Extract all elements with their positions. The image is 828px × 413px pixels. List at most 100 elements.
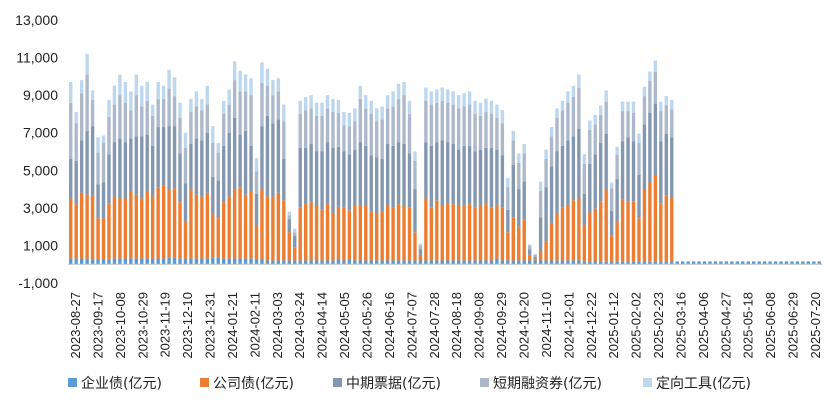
bar-segment-scp — [298, 113, 302, 148]
bar-segment-mtn — [172, 126, 177, 189]
bar-segment-mtn — [582, 193, 587, 226]
bar-segment-enterprise — [708, 261, 712, 265]
bar-segment-scp — [659, 111, 663, 142]
bar-segment-company — [517, 226, 521, 261]
bar-segment-scp — [172, 96, 177, 127]
bar-segment-enterprise — [473, 260, 477, 265]
bar-segment-company — [642, 190, 647, 262]
bar-segment-enterprise — [189, 258, 193, 265]
bar-segment-company — [320, 209, 324, 261]
bar-segment-mtn — [473, 151, 477, 208]
x-tick-label: 2023-12-10 — [180, 292, 195, 359]
bar-segment-company — [172, 188, 177, 258]
bar-segment-company — [478, 205, 483, 261]
bar-segment-mtn — [85, 130, 89, 195]
bar-segment-dpi — [653, 60, 658, 72]
legend-label: 中期票据(亿元) — [346, 376, 441, 392]
bar-segment-dpi — [314, 102, 319, 116]
bar-segment-enterprise — [500, 260, 505, 265]
bar-segment-dpi — [293, 228, 297, 233]
bar-segment-company — [538, 251, 543, 261]
bar-segment-enterprise — [566, 260, 570, 265]
y-tick-label: 13,000 — [15, 12, 58, 28]
bar-segment-company — [506, 232, 510, 261]
bar-segment-scp — [336, 112, 341, 147]
bar-segment-scp — [161, 98, 166, 128]
bar-segment-company — [314, 205, 319, 261]
bar-segment-enterprise — [582, 261, 587, 265]
bar-segment-dpi — [648, 71, 652, 82]
bar-segment-dpi — [325, 95, 330, 109]
x-tick-label: 2025-03-16 — [673, 292, 688, 359]
bar-segment-company — [134, 194, 138, 259]
bar-segment-enterprise — [620, 261, 625, 265]
bar-segment-dpi — [473, 100, 477, 114]
bar-segment-enterprise — [664, 261, 668, 265]
bar-segment-dpi — [369, 100, 373, 114]
bar-segment-mtn — [380, 159, 384, 212]
bar-segment-scp — [549, 136, 554, 167]
bar-segment-scp — [637, 143, 641, 175]
bar-segment-mtn — [232, 117, 237, 190]
bar-segment-enterprise — [675, 261, 679, 265]
bar-segment-company — [467, 204, 472, 261]
bar-segment-dpi — [435, 89, 439, 103]
bar-segment-mtn — [593, 154, 597, 209]
bar-segment-scp — [626, 111, 630, 138]
bar-segment-enterprise — [298, 260, 302, 265]
bar-segment-company — [325, 204, 330, 261]
bar-segment-dpi — [112, 85, 117, 105]
bar-segment-company — [396, 204, 401, 261]
bar-segment-dpi — [495, 104, 499, 118]
bar-segment-dpi — [396, 83, 401, 99]
bar-segment-scp — [375, 121, 379, 158]
bar-segment-scp — [648, 81, 652, 113]
bar-segment-company — [380, 211, 384, 261]
bar-segment-enterprise — [325, 260, 330, 265]
y-tick-label: 11,000 — [16, 50, 58, 66]
bar-segment-company — [462, 205, 466, 261]
bar-segment-dpi — [511, 130, 515, 141]
bar-segment-company — [364, 205, 368, 261]
bar-segment-enterprise — [435, 260, 439, 265]
x-tick-label: 2024-08-18 — [449, 292, 464, 359]
bar-segment-enterprise — [238, 258, 242, 265]
bar-segment-scp — [118, 95, 122, 139]
bar-segment-mtn — [211, 176, 215, 215]
y-tick-label: 9,000 — [23, 87, 58, 103]
bar-segment-enterprise — [626, 261, 630, 265]
bar-segment-mtn — [309, 143, 313, 203]
bar-segment-enterprise — [615, 261, 619, 265]
bar-segment-company — [145, 190, 149, 259]
bar-segment-enterprise — [790, 261, 794, 265]
bar-segment-dpi — [440, 87, 444, 101]
bar-segment-scp — [560, 110, 565, 146]
x-tick-label: 2024-04-14 — [315, 292, 330, 359]
bar-segment-enterprise — [375, 260, 379, 265]
bar-segment-enterprise — [150, 258, 155, 265]
x-tick-label: 2024-02-11 — [247, 292, 262, 358]
bar-segment-company — [489, 207, 494, 261]
bar-segment-company — [194, 194, 199, 259]
bar-segment-enterprise — [817, 261, 821, 265]
bar-segment-dpi — [194, 91, 199, 107]
bar-segment-company — [385, 205, 390, 261]
bar-segment-company — [74, 204, 78, 259]
bar-segment-scp — [588, 129, 592, 164]
bar-segment-scp — [238, 91, 242, 135]
bar-segment-mtn — [282, 159, 286, 201]
bar-segment-dpi — [500, 110, 505, 124]
bar-segment-mtn — [342, 151, 346, 208]
bar-segment-dpi — [413, 151, 417, 161]
bar-segment-company — [375, 213, 379, 261]
bar-segment-enterprise — [484, 260, 488, 265]
bar-segment-company — [347, 210, 352, 260]
bar-segment-mtn — [424, 142, 428, 199]
bar-segment-enterprise — [746, 261, 750, 265]
x-tick-label: 2024-07-07 — [404, 292, 419, 359]
bar-segment-company — [183, 221, 188, 259]
bar-segment-scp — [538, 190, 543, 218]
bar-segment-scp — [134, 95, 138, 137]
bar-segment-dpi — [238, 70, 242, 92]
